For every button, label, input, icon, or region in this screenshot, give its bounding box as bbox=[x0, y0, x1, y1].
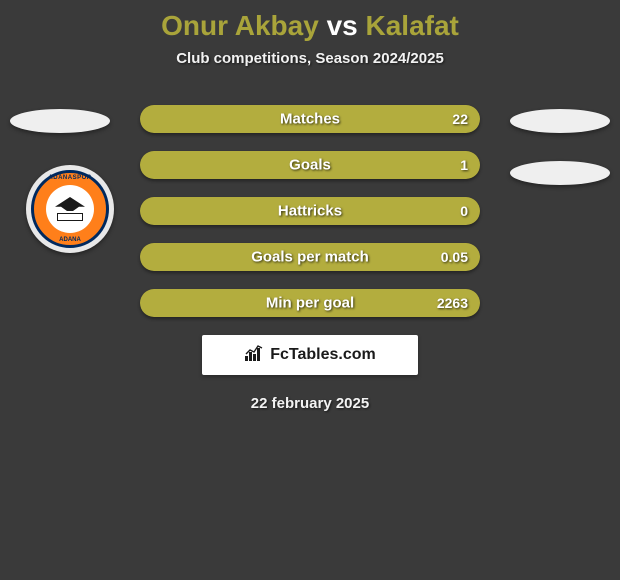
club-logo: ADANASPOR ADANA bbox=[26, 165, 114, 253]
brand-text: FcTables.com bbox=[270, 346, 376, 364]
stat-bars: Matches22 Goals1 Hattricks0 Goals per match… bbox=[140, 105, 480, 317]
content-area: ADANASPOR ADANA Matches22 Goals1 Hattricks… bbox=[0, 105, 620, 412]
stat-bar: Min per goal2263 bbox=[140, 289, 480, 317]
page-title: Onur Akbay vs Kalafat bbox=[0, 0, 620, 50]
stat-bar-value: 22 bbox=[452, 111, 468, 127]
stat-bar-value: 2263 bbox=[437, 295, 468, 311]
title-player1: Onur Akbay bbox=[161, 10, 319, 41]
club-name-top: ADANASPOR bbox=[34, 175, 106, 181]
stat-bar-label: Goals per match bbox=[140, 249, 480, 266]
subtitle: Club competitions, Season 2024/2025 bbox=[0, 50, 620, 67]
stat-bar: Goals1 bbox=[140, 151, 480, 179]
title-player2: Kalafat bbox=[366, 10, 459, 41]
player-photo-placeholder-right-1 bbox=[510, 109, 610, 133]
brand-box: FcTables.com bbox=[202, 335, 418, 375]
stat-bar: Hattricks0 bbox=[140, 197, 480, 225]
stat-bar-label: Hattricks bbox=[140, 203, 480, 220]
stat-bar-value: 1 bbox=[460, 157, 468, 173]
title-vs: vs bbox=[327, 10, 358, 41]
club-name-bottom: ADANA bbox=[34, 237, 106, 243]
chart-icon bbox=[244, 344, 264, 367]
stat-bar-value: 0 bbox=[460, 203, 468, 219]
stat-bar: Matches22 bbox=[140, 105, 480, 133]
eagle-icon bbox=[55, 197, 85, 211]
stat-bar: Goals per match0.05 bbox=[140, 243, 480, 271]
stat-bar-label: Matches bbox=[140, 111, 480, 128]
stat-bar-value: 0.05 bbox=[441, 249, 468, 265]
stat-bar-label: Min per goal bbox=[140, 295, 480, 312]
player-photo-placeholder-left bbox=[10, 109, 110, 133]
player-photo-placeholder-right-2 bbox=[510, 161, 610, 185]
date: 22 february 2025 bbox=[0, 395, 620, 412]
stat-bar-label: Goals bbox=[140, 157, 480, 174]
book-icon bbox=[57, 213, 83, 221]
